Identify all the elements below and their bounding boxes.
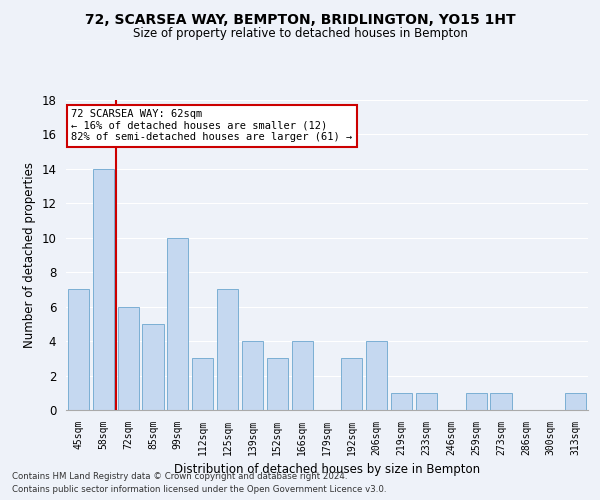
Text: Contains HM Land Registry data © Crown copyright and database right 2024.: Contains HM Land Registry data © Crown c… [12, 472, 347, 481]
Y-axis label: Number of detached properties: Number of detached properties [23, 162, 36, 348]
Bar [267, 358, 288, 410]
Bar [68, 290, 89, 410]
Bar [217, 290, 238, 410]
Text: 72 SCARSEA WAY: 62sqm
← 16% of detached houses are smaller (12)
82% of semi-deta: 72 SCARSEA WAY: 62sqm ← 16% of detached … [71, 110, 352, 142]
Bar [341, 358, 362, 410]
Bar [93, 169, 114, 410]
Bar [242, 341, 263, 410]
Text: Size of property relative to detached houses in Bempton: Size of property relative to detached ho… [133, 28, 467, 40]
Bar [167, 238, 188, 410]
Bar [391, 393, 412, 410]
Bar [142, 324, 164, 410]
Bar [366, 341, 387, 410]
Bar [565, 393, 586, 410]
Bar [118, 306, 139, 410]
Bar [192, 358, 213, 410]
X-axis label: Distribution of detached houses by size in Bempton: Distribution of detached houses by size … [174, 464, 480, 476]
Text: Contains public sector information licensed under the Open Government Licence v3: Contains public sector information licen… [12, 485, 386, 494]
Text: 72, SCARSEA WAY, BEMPTON, BRIDLINGTON, YO15 1HT: 72, SCARSEA WAY, BEMPTON, BRIDLINGTON, Y… [85, 12, 515, 26]
Bar [416, 393, 437, 410]
Bar [490, 393, 512, 410]
Bar [466, 393, 487, 410]
Bar [292, 341, 313, 410]
